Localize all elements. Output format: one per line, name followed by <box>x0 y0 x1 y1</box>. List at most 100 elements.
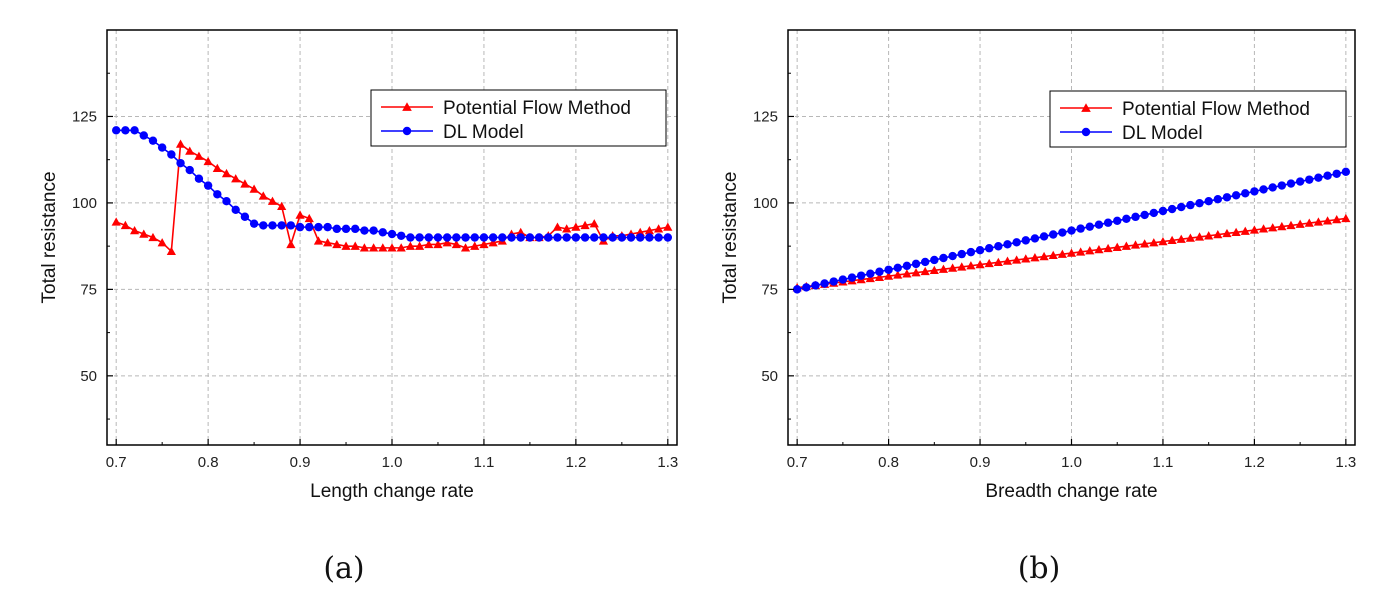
data-point <box>1222 228 1232 238</box>
data-point <box>1039 232 1049 241</box>
data-point <box>865 273 875 283</box>
data-point <box>396 243 406 252</box>
data-point <box>975 259 985 269</box>
data-point <box>304 213 314 223</box>
data-point <box>1186 200 1195 210</box>
data-point <box>387 229 397 239</box>
data-point <box>258 191 268 200</box>
data-point <box>221 168 232 178</box>
data-point <box>874 272 885 281</box>
data-point <box>1332 169 1341 178</box>
data-point <box>1268 223 1278 232</box>
data-point <box>286 221 296 230</box>
x-tick-label: 1.1 <box>1153 454 1174 471</box>
y-axis-label: Total resistance <box>720 171 741 303</box>
data-point <box>277 201 287 211</box>
data-point <box>1213 230 1223 239</box>
data-point <box>1149 238 1159 247</box>
data-point <box>645 233 654 242</box>
data-point <box>802 283 811 292</box>
data-point <box>498 233 507 242</box>
data-point <box>1140 210 1149 220</box>
data-point <box>984 258 994 268</box>
data-point <box>599 233 608 242</box>
data-point <box>1158 236 1168 246</box>
data-point <box>1140 239 1150 248</box>
series-dl-model <box>111 126 673 242</box>
data-point <box>562 233 571 242</box>
data-point <box>516 233 525 242</box>
data-point <box>1002 256 1013 265</box>
data-point <box>1341 167 1351 176</box>
series-dl-model <box>792 167 1351 294</box>
data-point <box>590 233 599 242</box>
axis-ticks: 0.7 0.8 0.9 1.0 1.1 1.2 1.3 50 75 100 125 <box>72 72 678 471</box>
x-tick-label: 1.0 <box>382 454 403 471</box>
data-point <box>948 251 957 261</box>
data-point <box>111 217 121 226</box>
x-tick-label: 1.3 <box>1335 454 1356 471</box>
data-point <box>488 233 498 242</box>
data-point <box>938 264 949 273</box>
data-point <box>1305 175 1314 184</box>
data-point <box>957 262 967 271</box>
data-point <box>902 261 912 271</box>
y-tick-label: 125 <box>72 108 97 125</box>
data-point <box>1049 230 1058 239</box>
data-point <box>1222 193 1232 202</box>
data-point <box>351 224 360 234</box>
data-point <box>1185 233 1195 242</box>
data-point <box>452 233 461 242</box>
x-axis-label: Length change rate <box>310 481 474 502</box>
gridlines <box>107 30 677 445</box>
data-point <box>249 219 259 228</box>
data-point <box>1167 235 1177 245</box>
data-point <box>1322 216 1333 225</box>
y-tick-label: 125 <box>753 108 778 125</box>
data-point <box>1113 216 1122 225</box>
panel-caption: (b) <box>1018 551 1061 586</box>
data-point <box>240 212 250 221</box>
data-point <box>1021 236 1030 245</box>
data-point <box>1058 228 1067 237</box>
x-tick-label: 1.3 <box>657 454 678 471</box>
data-point <box>176 158 185 168</box>
x-tick-label: 1.2 <box>565 454 586 471</box>
data-point <box>884 265 893 274</box>
panel-caption: (a) <box>323 551 364 586</box>
data-point <box>194 174 204 183</box>
legend-box <box>370 89 667 147</box>
data-point <box>1286 179 1296 188</box>
data-point <box>1030 253 1040 262</box>
data-point <box>534 233 544 242</box>
data-point <box>1039 251 1049 261</box>
data-point <box>929 265 939 275</box>
data-point <box>350 241 360 250</box>
data-point <box>1149 208 1159 218</box>
data-point <box>433 239 443 249</box>
data-point <box>1122 214 1131 224</box>
data-point <box>993 257 1003 266</box>
data-point <box>231 174 241 183</box>
data-point <box>1313 217 1324 226</box>
data-point <box>185 165 194 175</box>
y-tick-label: 50 <box>761 368 778 385</box>
x-tick-label: 0.9 <box>290 454 311 471</box>
data-point <box>911 268 921 277</box>
data-point <box>975 245 985 255</box>
data-point <box>580 220 590 230</box>
data-point <box>1295 177 1305 186</box>
data-point <box>369 243 379 252</box>
data-point <box>939 253 948 263</box>
data-point <box>1250 187 1259 196</box>
axis-ticks: 0.7 0.8 0.9 1.0 1.1 1.2 1.3 50 75 100 125 <box>753 72 1356 471</box>
series-layer <box>792 167 1351 294</box>
legend-marker <box>402 102 412 111</box>
x-tick-label: 0.7 <box>787 454 808 471</box>
data-point <box>130 126 139 135</box>
data-point <box>203 181 213 190</box>
data-point <box>1057 249 1067 258</box>
data-point <box>424 239 434 249</box>
data-point <box>571 233 581 242</box>
data-point <box>231 205 240 215</box>
